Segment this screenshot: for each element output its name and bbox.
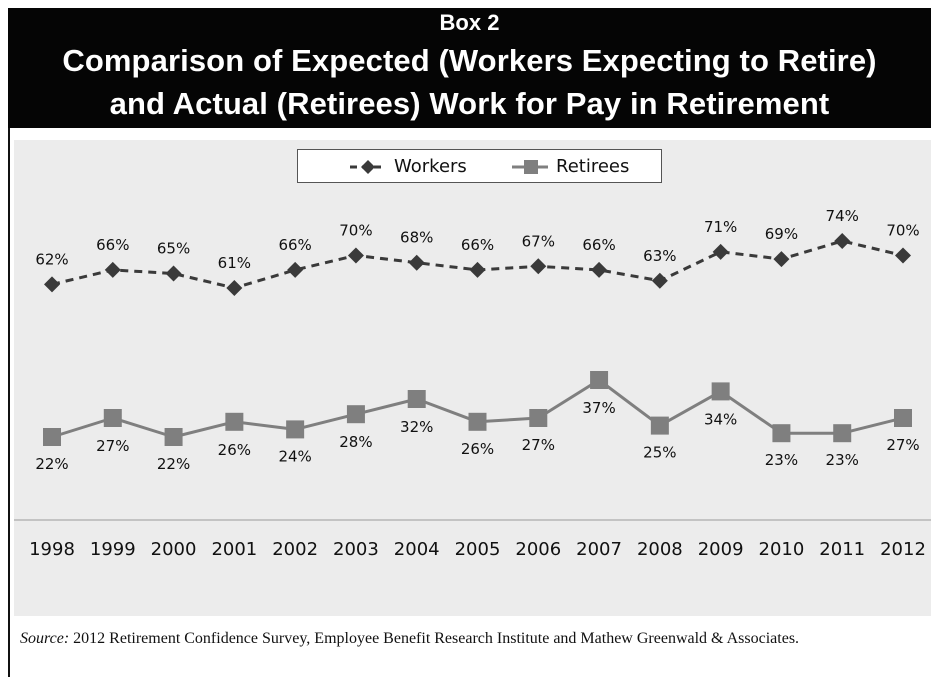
- legend-item-retirees: Retirees: [508, 155, 640, 179]
- workers-label-2008: 63%: [643, 247, 676, 265]
- workers-label-2006: 67%: [522, 232, 555, 250]
- retirees-point-2010: [772, 424, 791, 443]
- workers-label-2001: 61%: [218, 254, 251, 272]
- workers-label-2012: 70%: [886, 221, 919, 239]
- left-border-rule: [8, 128, 10, 677]
- retirees-point-2005: [468, 412, 487, 431]
- x-tick-label-2012: 2012: [880, 539, 926, 560]
- retirees-series-layer: [43, 371, 912, 446]
- legend-label-retirees: Retirees: [556, 156, 630, 177]
- x-tick-label-2007: 2007: [576, 539, 622, 560]
- x-tick-label-2001: 2001: [211, 539, 257, 560]
- retirees-point-1998: [43, 428, 61, 446]
- workers-point-2006: [530, 258, 547, 275]
- chart-title-line-2: and Actual (Retirees) Work for Pay in Re…: [109, 86, 830, 121]
- workers-point-2001: [226, 280, 243, 296]
- retirees-point-1999: [103, 409, 122, 427]
- source-text: 2012 Retirement Confidence Survey, Emplo…: [73, 630, 800, 647]
- retirees-label-2008: 25%: [643, 444, 676, 462]
- retirees-legend-icon: [512, 160, 548, 174]
- retirees-label-2006: 27%: [522, 436, 555, 454]
- retirees-point-2003: [346, 405, 365, 424]
- workers-point-2010: [773, 251, 790, 268]
- x-tick-label-1998: 1998: [29, 539, 75, 560]
- retirees-point-2008: [650, 416, 669, 435]
- source-note: Source: 2012 Retirement Confidence Surve…: [20, 628, 920, 650]
- retirees-point-2002: [286, 420, 305, 439]
- workers-point-2004: [408, 254, 425, 271]
- figure-header: Box 2 Comparison of Expected (Workers Ex…: [8, 8, 931, 128]
- chart-title-line-1: Comparison of Expected (Workers Expectin…: [62, 43, 877, 78]
- workers-label-2007: 66%: [582, 236, 615, 254]
- workers-point-2008: [651, 272, 668, 289]
- x-tick-label-2000: 2000: [151, 539, 197, 560]
- source-label: Source:: [20, 630, 70, 647]
- workers-label-2003: 70%: [339, 221, 372, 239]
- workers-point-2009: [712, 243, 729, 260]
- box-label: Box 2: [439, 10, 500, 35]
- legend-item-workers: Workers: [346, 155, 478, 179]
- x-tick-label-2009: 2009: [698, 539, 744, 560]
- workers-label-2000: 65%: [157, 240, 190, 258]
- x-tick-label-2005: 2005: [455, 539, 501, 560]
- x-tick-label-2004: 2004: [394, 539, 440, 560]
- workers-point-2000: [165, 265, 182, 282]
- workers-series-layer: [44, 233, 911, 296]
- retirees-label-2011: 23%: [826, 451, 859, 469]
- x-tick-label-2011: 2011: [819, 539, 865, 560]
- retirees-label-2001: 26%: [218, 441, 251, 459]
- line-chart: 62% 66% 65% 61% 66% 70% 68% 66% 67% 66% 63% 71% 69% 7…: [14, 207, 931, 560]
- workers-label-2009: 71%: [704, 218, 737, 236]
- workers-point-2011: [834, 233, 851, 249]
- workers-point-2007: [591, 261, 608, 278]
- x-tick-label-2002: 2002: [272, 539, 318, 560]
- x-tick-label-2003: 2003: [333, 539, 379, 560]
- x-tick-label-2008: 2008: [637, 539, 683, 560]
- retirees-point-2009: [711, 382, 730, 401]
- retirees-label-1998: 22%: [35, 455, 68, 473]
- retirees-label-2010: 23%: [765, 451, 798, 469]
- retirees-label-2007: 37%: [582, 399, 615, 417]
- retirees-point-2004: [407, 390, 426, 408]
- retirees-point-2000: [164, 428, 183, 446]
- workers-label-2010: 69%: [765, 225, 798, 243]
- x-tick-label-2010: 2010: [759, 539, 805, 560]
- data-labels-layer: 62% 66% 65% 61% 66% 70% 68% 66% 67% 66% 63% 71% 69% 7…: [35, 207, 919, 473]
- workers-point-2012: [895, 247, 911, 264]
- retirees-point-2001: [225, 412, 244, 431]
- legend-label-workers: Workers: [394, 156, 467, 177]
- retirees-point-2007: [590, 371, 609, 389]
- retirees-label-2012: 27%: [886, 436, 919, 454]
- workers-label-2005: 66%: [461, 236, 494, 254]
- x-tick-label-1999: 1999: [90, 539, 136, 560]
- retirees-label-2002: 24%: [278, 447, 311, 465]
- retirees-label-2000: 22%: [157, 455, 190, 473]
- retirees-label-2003: 28%: [339, 433, 372, 451]
- x-tick-labels-layer: 1998 1999 2000 2001 2002 2003 2004 2005 2006 2007…: [29, 539, 926, 560]
- workers-point-2002: [287, 261, 304, 278]
- retirees-point-2011: [833, 424, 852, 443]
- workers-point-2005: [469, 261, 486, 278]
- workers-label-2002: 66%: [278, 236, 311, 254]
- chart-background: [14, 140, 931, 616]
- workers-point-1999: [104, 261, 121, 278]
- retirees-point-2006: [529, 409, 548, 427]
- retirees-label-2004: 32%: [400, 418, 433, 436]
- retirees-point-2012: [894, 409, 912, 427]
- legend: Workers Retirees: [297, 149, 662, 183]
- workers-point-1998: [44, 276, 60, 293]
- workers-label-2004: 68%: [400, 229, 433, 247]
- workers-label-1998: 62%: [35, 250, 68, 268]
- retirees-label-2009: 34%: [704, 410, 737, 428]
- workers-legend-icon: [350, 160, 386, 174]
- retirees-label-2005: 26%: [461, 440, 494, 458]
- workers-point-2003: [347, 247, 364, 264]
- workers-label-1999: 66%: [96, 236, 129, 254]
- retirees-label-1999: 27%: [96, 437, 129, 455]
- x-tick-label-2006: 2006: [515, 539, 561, 560]
- workers-label-2011: 74%: [826, 207, 859, 225]
